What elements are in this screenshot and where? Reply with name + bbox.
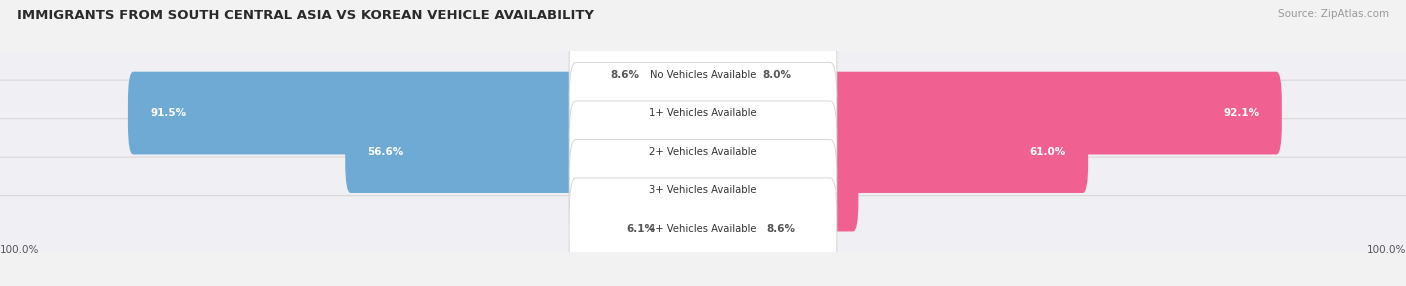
FancyBboxPatch shape [0, 80, 1406, 146]
Text: 8.6%: 8.6% [766, 224, 796, 234]
FancyBboxPatch shape [569, 62, 837, 164]
Text: 91.5%: 91.5% [150, 108, 186, 118]
Text: 100.0%: 100.0% [0, 245, 39, 255]
Text: 56.6%: 56.6% [367, 147, 404, 156]
FancyBboxPatch shape [697, 187, 762, 270]
Text: IMMIGRANTS FROM SOUTH CENTRAL ASIA VS KOREAN VEHICLE AVAILABILITY: IMMIGRANTS FROM SOUTH CENTRAL ASIA VS KO… [17, 9, 593, 21]
FancyBboxPatch shape [569, 140, 837, 241]
FancyBboxPatch shape [697, 72, 1282, 154]
Text: Source: ZipAtlas.com: Source: ZipAtlas.com [1278, 9, 1389, 19]
Text: 8.0%: 8.0% [763, 69, 792, 80]
Text: 100.0%: 100.0% [1367, 245, 1406, 255]
FancyBboxPatch shape [0, 157, 1406, 223]
FancyBboxPatch shape [659, 187, 709, 270]
Text: 2+ Vehicles Available: 2+ Vehicles Available [650, 147, 756, 156]
Text: 24.1%: 24.1% [800, 185, 837, 195]
FancyBboxPatch shape [644, 33, 709, 116]
Text: 4+ Vehicles Available: 4+ Vehicles Available [650, 224, 756, 234]
Text: 61.0%: 61.0% [1029, 147, 1066, 156]
FancyBboxPatch shape [697, 149, 859, 231]
Text: 92.1%: 92.1% [1223, 108, 1260, 118]
FancyBboxPatch shape [697, 33, 758, 116]
Text: 8.6%: 8.6% [610, 69, 640, 80]
Text: 1+ Vehicles Available: 1+ Vehicles Available [650, 108, 756, 118]
FancyBboxPatch shape [697, 110, 1088, 193]
Text: 3+ Vehicles Available: 3+ Vehicles Available [650, 185, 756, 195]
Text: No Vehicles Available: No Vehicles Available [650, 69, 756, 80]
FancyBboxPatch shape [569, 101, 837, 202]
FancyBboxPatch shape [0, 119, 1406, 184]
FancyBboxPatch shape [0, 42, 1406, 108]
FancyBboxPatch shape [569, 24, 837, 125]
FancyBboxPatch shape [346, 110, 709, 193]
Text: 19.3%: 19.3% [599, 185, 636, 195]
Text: 6.1%: 6.1% [626, 224, 655, 234]
FancyBboxPatch shape [0, 196, 1406, 261]
FancyBboxPatch shape [578, 149, 709, 231]
FancyBboxPatch shape [569, 178, 837, 279]
FancyBboxPatch shape [128, 72, 709, 154]
